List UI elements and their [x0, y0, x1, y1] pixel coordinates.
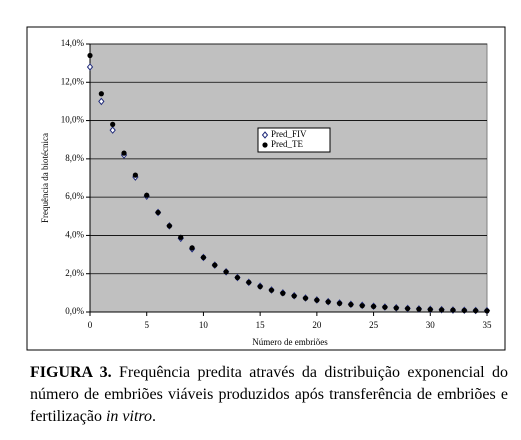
x-tick-label: 30 — [426, 320, 436, 330]
point-circle — [370, 303, 377, 310]
caption-end: . — [152, 408, 157, 425]
point-circle — [189, 245, 195, 251]
plot-area — [89, 43, 488, 313]
y-tick-label: 8,0% — [65, 153, 84, 163]
point-circle — [393, 305, 399, 311]
caption: FIGURA 3. Frequência predita através da … — [30, 362, 508, 428]
point-circle — [246, 279, 252, 285]
legend-label: Pred_TE — [271, 139, 303, 149]
y-tick-label: 4,0% — [65, 229, 84, 239]
point-circle — [257, 283, 263, 290]
point-circle — [416, 306, 422, 312]
point-circle — [212, 262, 218, 268]
point-circle — [450, 307, 456, 313]
point-circle — [234, 274, 241, 281]
point-circle — [302, 295, 309, 301]
y-tick-label: 0,0% — [65, 306, 84, 316]
point-circle — [336, 300, 343, 306]
point-circle — [382, 304, 388, 310]
x-tick-label: 0 — [88, 320, 93, 330]
point-circle — [348, 301, 354, 308]
y-axis-label: Frequência da biotécnica — [40, 133, 50, 223]
point-circle — [280, 290, 286, 296]
point-circle — [405, 305, 411, 312]
point-circle — [439, 307, 445, 313]
chart: Número de embriões Frequência da biotécn… — [26, 26, 506, 351]
point-circle — [98, 91, 104, 97]
point-circle — [325, 299, 331, 305]
y-tick-label: 6,0% — [65, 191, 84, 201]
point-circle — [268, 287, 275, 293]
y-tick-label: 14,0% — [61, 38, 85, 48]
point-circle — [121, 150, 127, 156]
point-circle — [314, 297, 320, 303]
x-tick-label: 35 — [483, 320, 493, 330]
y-tick-label: 12,0% — [61, 76, 85, 86]
point-diamond — [86, 63, 94, 71]
point-circle — [223, 269, 229, 275]
caption-label: FIGURA 3. — [30, 364, 112, 381]
x-tick-label: 5 — [144, 320, 149, 330]
point-circle — [132, 172, 138, 178]
point-circle — [87, 52, 93, 59]
point-circle — [110, 121, 116, 127]
x-tick-label: 10 — [199, 320, 209, 330]
x-tick-label: 15 — [256, 320, 266, 330]
point-circle — [178, 234, 184, 240]
point-circle — [166, 223, 172, 229]
point-circle — [144, 192, 150, 198]
legend-marker — [262, 142, 268, 148]
point-diamond — [98, 97, 105, 106]
x-tick-label: 25 — [369, 320, 379, 330]
caption-italic: in vitro — [105, 408, 153, 425]
point-diamond — [109, 126, 116, 134]
legend-label: Pred_FIV — [271, 129, 307, 139]
point-circle — [155, 209, 161, 216]
y-tick-label: 2,0% — [65, 268, 84, 278]
x-tick-label: 20 — [312, 320, 322, 330]
point-circle — [473, 308, 479, 314]
caption-text: Frequência predita através da distribuiç… — [30, 364, 508, 425]
point-circle — [427, 306, 433, 313]
point-circle — [200, 254, 207, 261]
legend-box — [257, 127, 331, 153]
point-circle — [461, 307, 467, 314]
legend-marker — [261, 131, 269, 139]
x-axis-label: Número de embriões — [252, 337, 328, 347]
point-circle — [291, 293, 297, 299]
point-circle — [359, 303, 365, 309]
y-tick-label: 10,0% — [61, 115, 85, 125]
point-circle — [484, 308, 490, 314]
